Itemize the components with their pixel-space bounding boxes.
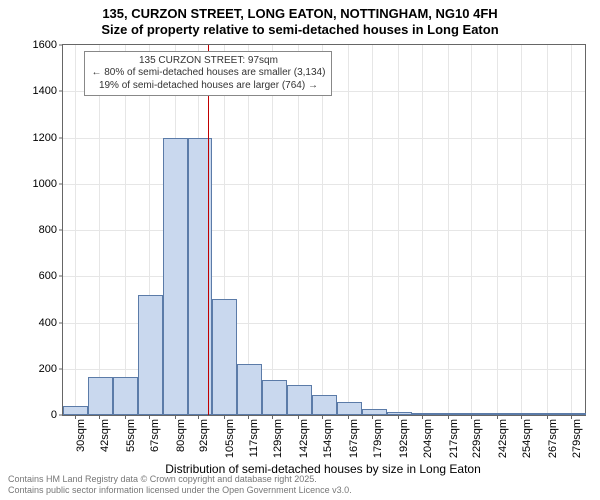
ytick-mark bbox=[59, 322, 63, 323]
ytick-label: 800 bbox=[39, 224, 57, 236]
ytick-mark bbox=[59, 137, 63, 138]
xtick-label: 30sqm bbox=[75, 419, 87, 452]
xtick-label: 242sqm bbox=[497, 419, 509, 458]
annotation-line: 135 CURZON STREET: 97sqm bbox=[91, 55, 325, 68]
gridline-v bbox=[497, 45, 498, 415]
histogram-bar bbox=[461, 413, 486, 415]
reference-line bbox=[208, 45, 209, 415]
xtick-label: 167sqm bbox=[348, 419, 360, 458]
histogram-bar bbox=[63, 406, 88, 415]
xtick-label: 67sqm bbox=[149, 419, 161, 452]
histogram-bar bbox=[511, 413, 536, 415]
ytick-mark bbox=[59, 230, 63, 231]
histogram-bar bbox=[113, 377, 138, 415]
annotation-line: 19% of semi-detached houses are larger (… bbox=[91, 80, 325, 93]
gridline-v bbox=[125, 45, 126, 415]
gridline-v bbox=[248, 45, 249, 415]
ytick-label: 1200 bbox=[33, 132, 57, 144]
ytick-label: 0 bbox=[51, 409, 57, 421]
gridline-v bbox=[448, 45, 449, 415]
plot-area: 0200400600800100012001400160030sqm42sqm5… bbox=[62, 44, 586, 416]
histogram-bar bbox=[88, 377, 113, 415]
ytick-label: 400 bbox=[39, 317, 57, 329]
histogram-bar bbox=[437, 413, 462, 415]
xtick-label: 192sqm bbox=[398, 419, 410, 458]
footer-line2: Contains public sector information licen… bbox=[8, 485, 352, 496]
ytick-label: 200 bbox=[39, 363, 57, 375]
gridline-v bbox=[422, 45, 423, 415]
histogram-bar bbox=[387, 412, 412, 415]
xtick-label: 267sqm bbox=[547, 419, 559, 458]
ytick-mark bbox=[59, 183, 63, 184]
chart-title-block: 135, CURZON STREET, LONG EATON, NOTTINGH… bbox=[0, 0, 600, 39]
xtick-label: 142sqm bbox=[298, 419, 310, 458]
xtick-label: 217sqm bbox=[448, 419, 460, 458]
footer-line1: Contains HM Land Registry data © Crown c… bbox=[8, 474, 352, 485]
histogram-bar bbox=[287, 385, 312, 415]
annotation-line: ← 80% of semi-detached houses are smalle… bbox=[91, 67, 325, 80]
chart-container: 135, CURZON STREET, LONG EATON, NOTTINGH… bbox=[0, 0, 600, 500]
chart-title-line1: 135, CURZON STREET, LONG EATON, NOTTINGH… bbox=[0, 6, 600, 22]
ytick-label: 1000 bbox=[33, 178, 57, 190]
histogram-bar bbox=[138, 295, 163, 415]
histogram-bar bbox=[312, 395, 337, 415]
ytick-label: 1600 bbox=[33, 39, 57, 51]
gridline-v bbox=[398, 45, 399, 415]
gridline-h bbox=[63, 138, 585, 139]
histogram-bar bbox=[212, 299, 237, 415]
gridline-h bbox=[63, 230, 585, 231]
xtick-label: 80sqm bbox=[175, 419, 187, 452]
gridline-v bbox=[99, 45, 100, 415]
ytick-label: 600 bbox=[39, 270, 57, 282]
histogram-bar bbox=[536, 413, 561, 415]
gridline-v bbox=[471, 45, 472, 415]
gridline-v bbox=[272, 45, 273, 415]
histogram-bar bbox=[337, 402, 362, 415]
gridline-h bbox=[63, 184, 585, 185]
xtick-label: 42sqm bbox=[99, 419, 111, 452]
gridline-v bbox=[75, 45, 76, 415]
gridline-v bbox=[571, 45, 572, 415]
ytick-label: 1400 bbox=[33, 85, 57, 97]
xtick-label: 279sqm bbox=[571, 419, 583, 458]
gridline-v bbox=[372, 45, 373, 415]
histogram-bar bbox=[163, 138, 188, 416]
gridline-v bbox=[298, 45, 299, 415]
gridline-v bbox=[322, 45, 323, 415]
histogram-bar bbox=[262, 380, 287, 415]
xtick-label: 92sqm bbox=[198, 419, 210, 452]
gridline-v bbox=[521, 45, 522, 415]
footer-attribution: Contains HM Land Registry data © Crown c… bbox=[8, 474, 352, 497]
xtick-label: 204sqm bbox=[422, 419, 434, 458]
histogram-bar bbox=[486, 413, 511, 415]
chart-title-line2: Size of property relative to semi-detach… bbox=[0, 22, 600, 38]
ytick-mark bbox=[59, 368, 63, 369]
gridline-v bbox=[348, 45, 349, 415]
histogram-bar bbox=[237, 364, 262, 415]
xtick-label: 55sqm bbox=[125, 419, 137, 452]
histogram-bar bbox=[362, 409, 387, 415]
annotation-box: 135 CURZON STREET: 97sqm← 80% of semi-de… bbox=[84, 51, 332, 97]
xtick-label: 179sqm bbox=[372, 419, 384, 458]
gridline-v bbox=[547, 45, 548, 415]
histogram-bar bbox=[412, 413, 437, 415]
xtick-label: 129sqm bbox=[272, 419, 284, 458]
xtick-label: 154sqm bbox=[322, 419, 334, 458]
histogram-bar bbox=[561, 413, 586, 415]
ytick-mark bbox=[59, 45, 63, 46]
xtick-label: 254sqm bbox=[521, 419, 533, 458]
xtick-label: 105sqm bbox=[224, 419, 236, 458]
xtick-label: 229sqm bbox=[471, 419, 483, 458]
gridline-h bbox=[63, 276, 585, 277]
ytick-mark bbox=[59, 276, 63, 277]
xtick-label: 117sqm bbox=[248, 419, 260, 457]
ytick-mark bbox=[59, 91, 63, 92]
